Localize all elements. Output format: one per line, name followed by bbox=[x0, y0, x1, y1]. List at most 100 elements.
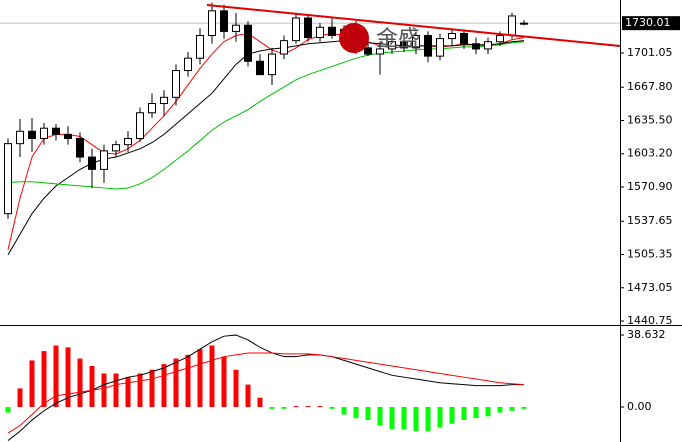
candle-body bbox=[64, 133, 72, 140]
histogram-bar bbox=[449, 407, 455, 424]
candle-body bbox=[52, 127, 60, 135]
candle-body bbox=[148, 102, 156, 114]
histogram-bar bbox=[437, 407, 443, 428]
y-tick-label: 1505.35 bbox=[627, 248, 673, 261]
histogram-bar bbox=[365, 407, 371, 421]
histogram-bar bbox=[305, 406, 311, 408]
histogram-bar bbox=[53, 345, 59, 408]
candle-body bbox=[280, 40, 288, 55]
histogram-bar bbox=[281, 407, 287, 409]
candle-body bbox=[184, 57, 192, 72]
histogram-bar bbox=[509, 407, 515, 411]
candle-body bbox=[28, 130, 36, 140]
histogram-bar bbox=[377, 407, 383, 426]
histogram-bar bbox=[161, 364, 167, 408]
candle-body bbox=[76, 138, 84, 158]
histogram-bar bbox=[269, 407, 275, 409]
candle-body bbox=[376, 48, 384, 55]
y-tick-label: 1603.20 bbox=[627, 147, 673, 160]
histogram-bar bbox=[389, 407, 395, 430]
candle-body bbox=[268, 53, 276, 76]
histogram-bar bbox=[149, 369, 155, 408]
candle-body bbox=[136, 112, 144, 140]
candle-body bbox=[460, 32, 468, 45]
histogram-bar bbox=[137, 373, 143, 408]
y-tick-label: 1473.05 bbox=[627, 281, 673, 294]
last-price-label: 1730.01 bbox=[625, 16, 671, 29]
candle-body bbox=[256, 60, 264, 76]
candle-body bbox=[232, 24, 240, 32]
histogram-bar bbox=[221, 356, 227, 408]
histogram-bar bbox=[425, 407, 431, 432]
candle-body bbox=[244, 24, 252, 62]
y-tick-label: 38.632 bbox=[627, 328, 666, 341]
histogram-bar bbox=[485, 407, 491, 417]
histogram-bar bbox=[473, 407, 479, 419]
candle-body bbox=[16, 130, 24, 145]
candle-body bbox=[436, 38, 444, 57]
candle-body bbox=[292, 17, 300, 42]
histogram-bar bbox=[185, 354, 191, 408]
histogram-bar bbox=[341, 407, 347, 415]
y-tick-label: 1667.80 bbox=[627, 80, 673, 93]
candle-body bbox=[412, 35, 420, 49]
candle-body bbox=[388, 41, 396, 50]
histogram-bar bbox=[293, 406, 299, 408]
candle-body bbox=[100, 150, 108, 170]
y-tick-label: 1440.75 bbox=[627, 314, 673, 327]
candle-body bbox=[112, 144, 120, 152]
histogram-bar bbox=[413, 407, 419, 432]
histogram-bar bbox=[113, 373, 119, 408]
histogram-bar bbox=[101, 373, 107, 408]
candle-body bbox=[424, 35, 432, 57]
candle-body bbox=[220, 10, 228, 32]
histogram-bar bbox=[233, 369, 239, 408]
y-tick-label: 1635.50 bbox=[627, 113, 673, 126]
line bbox=[7, 334, 524, 441]
candle-body bbox=[88, 156, 96, 170]
candle-body bbox=[196, 35, 204, 59]
histogram-bar bbox=[329, 407, 335, 409]
candle-body bbox=[208, 10, 216, 37]
histogram-bar bbox=[521, 407, 527, 409]
candle-body bbox=[304, 17, 312, 39]
histogram-bar bbox=[353, 407, 359, 419]
histogram-bar bbox=[209, 345, 215, 408]
trend-line bbox=[206, 4, 621, 47]
histogram-bar bbox=[17, 388, 23, 408]
candle-body bbox=[328, 26, 336, 37]
candle-body bbox=[40, 127, 48, 140]
histogram-bar bbox=[173, 358, 179, 408]
candle-body bbox=[4, 143, 12, 215]
histogram-bar bbox=[245, 384, 251, 408]
candle-body bbox=[520, 22, 528, 25]
candle-body bbox=[316, 26, 324, 39]
candle-body bbox=[124, 138, 132, 146]
histogram-bar bbox=[5, 407, 11, 413]
histogram-bar bbox=[125, 377, 131, 408]
last-price-box bbox=[622, 16, 680, 31]
histogram-bar bbox=[41, 351, 47, 408]
line bbox=[7, 352, 525, 434]
histogram-bar bbox=[197, 349, 203, 408]
histogram-bar bbox=[317, 406, 323, 408]
histogram-bar bbox=[401, 407, 407, 430]
candle-body bbox=[400, 41, 408, 49]
histogram-bar bbox=[89, 366, 95, 408]
histogram-bar bbox=[77, 358, 83, 408]
histogram-bar bbox=[29, 360, 35, 408]
candle-body bbox=[160, 96, 168, 104]
histogram-bar bbox=[461, 407, 467, 421]
candle-body bbox=[172, 70, 180, 98]
watermark-logo bbox=[339, 23, 369, 53]
watermark: 金盛 bbox=[376, 27, 420, 52]
histogram-bar bbox=[257, 397, 263, 408]
candle-body bbox=[448, 32, 456, 40]
candle-body bbox=[508, 15, 516, 37]
y-tick-label: 1537.65 bbox=[627, 214, 673, 227]
y-tick-label: 0.00 bbox=[627, 400, 652, 413]
candle-body bbox=[496, 35, 504, 43]
histogram-bar bbox=[65, 347, 71, 408]
